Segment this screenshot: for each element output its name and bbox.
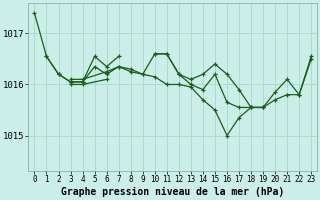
X-axis label: Graphe pression niveau de la mer (hPa): Graphe pression niveau de la mer (hPa) [61,187,284,197]
